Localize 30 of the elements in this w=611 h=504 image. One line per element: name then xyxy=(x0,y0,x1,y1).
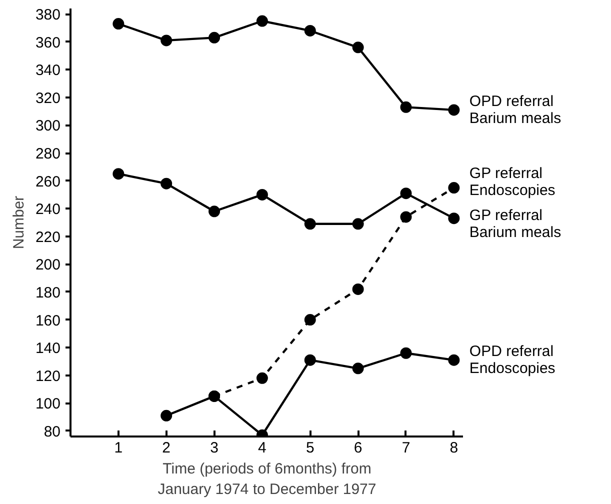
y-axis-title: Number xyxy=(10,196,28,250)
y-tick-label: 280 xyxy=(35,146,61,163)
y-tick-label: 380 xyxy=(35,6,61,24)
y-tick-label: 80 xyxy=(44,423,61,440)
x-tick-label: 7 xyxy=(402,440,410,456)
series-label: OPD referral Endoscopies xyxy=(469,343,556,378)
y-tick-label: 300 xyxy=(35,118,61,135)
y-tick-label: 260 xyxy=(35,173,61,190)
x-tick-label: 4 xyxy=(258,440,266,456)
x-tick-label: 6 xyxy=(354,440,362,456)
y-tick-label: 180 xyxy=(35,284,61,302)
x-tick-label: 5 xyxy=(306,440,314,456)
series-label: GP referral Barium meals xyxy=(469,206,562,241)
series-label: OPD referral Barium meals xyxy=(469,92,562,127)
x-axis-title: Time (periods of 6months) from January 1974 to December 1977 xyxy=(158,460,376,498)
x-tick-label: 3 xyxy=(210,440,218,456)
series-label: GP referral Endoscopies xyxy=(469,165,556,200)
y-tick-label: 360 xyxy=(35,34,61,52)
x-tick-label: 1 xyxy=(114,440,123,456)
x-tick-label: 8 xyxy=(450,440,458,456)
y-tick-label: 240 xyxy=(35,201,61,218)
y-tick-label: 140 xyxy=(35,340,61,358)
y-tick-label: 340 xyxy=(35,62,61,80)
y-tick-label: 220 xyxy=(35,228,61,246)
y-tick-label: 320 xyxy=(35,90,61,107)
x-tick-label: 2 xyxy=(162,440,171,456)
y-tick-label: 200 xyxy=(35,256,61,274)
y-tick-label: 100 xyxy=(35,396,61,413)
y-tick-label: 120 xyxy=(35,368,61,385)
y-tick-label: 160 xyxy=(35,312,61,330)
